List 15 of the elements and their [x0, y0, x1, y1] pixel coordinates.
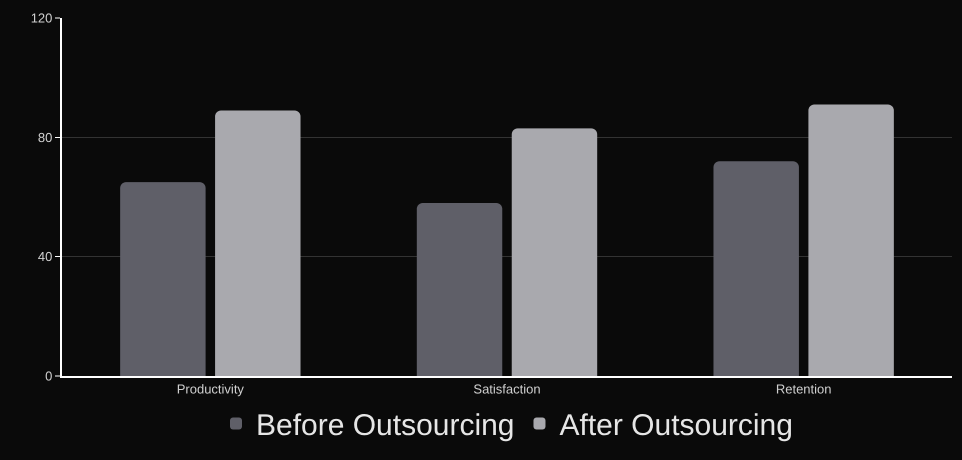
legend-label: After Outsourcing [559, 409, 793, 442]
y-tick-label: 120 [30, 10, 52, 26]
y-tick-label: 40 [38, 249, 52, 264]
y-tick-label: 0 [45, 368, 52, 384]
bar [215, 110, 301, 376]
bar [120, 182, 206, 376]
x-tick-label: Satisfaction [473, 382, 541, 397]
legend-label: Before Outsourcing [256, 409, 514, 442]
y-tick-label: 80 [38, 130, 52, 145]
x-tick-label: Productivity [176, 382, 244, 397]
x-tick-label: Retention [776, 382, 832, 397]
bar [808, 104, 894, 376]
bar [416, 202, 502, 376]
bar [512, 128, 598, 376]
bar [713, 161, 799, 376]
